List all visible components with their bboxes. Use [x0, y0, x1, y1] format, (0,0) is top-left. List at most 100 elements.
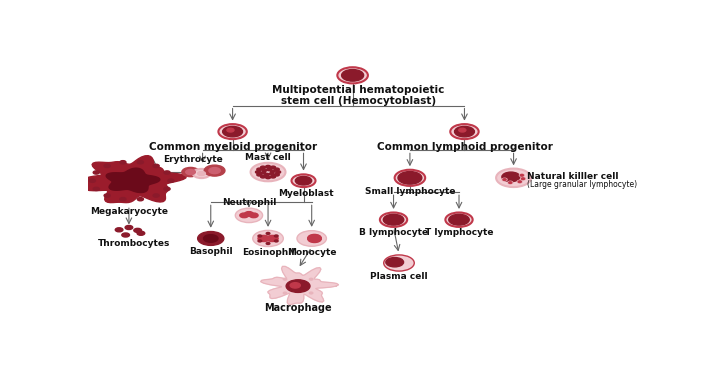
Circle shape: [137, 231, 145, 235]
Circle shape: [448, 214, 470, 225]
Text: Neutrophil: Neutrophil: [222, 198, 276, 207]
Circle shape: [258, 236, 270, 242]
Circle shape: [120, 198, 126, 201]
Polygon shape: [260, 266, 339, 305]
Circle shape: [502, 172, 520, 182]
Text: Macrophage: Macrophage: [264, 303, 332, 313]
Circle shape: [308, 236, 321, 243]
Circle shape: [383, 214, 404, 225]
Circle shape: [257, 173, 262, 176]
Circle shape: [260, 166, 265, 169]
Text: B lymphocyte: B lymphocyte: [359, 228, 428, 237]
Circle shape: [503, 179, 506, 180]
Circle shape: [240, 213, 249, 217]
Circle shape: [186, 170, 196, 175]
Circle shape: [104, 194, 111, 197]
Circle shape: [265, 165, 270, 168]
Circle shape: [267, 236, 278, 242]
Circle shape: [270, 170, 275, 172]
Circle shape: [93, 188, 99, 190]
Circle shape: [262, 169, 267, 171]
Circle shape: [275, 168, 279, 171]
Circle shape: [308, 235, 321, 242]
Circle shape: [386, 258, 403, 267]
Text: Multipotential hematopoietic
stem cell (Hemocytoblast): Multipotential hematopoietic stem cell (…: [272, 84, 444, 106]
Text: (Large granular lymphocyte): (Large granular lymphocyte): [527, 180, 637, 189]
Circle shape: [261, 172, 265, 174]
Circle shape: [459, 128, 466, 132]
Circle shape: [275, 173, 279, 176]
Circle shape: [257, 168, 262, 171]
Circle shape: [337, 67, 368, 83]
Circle shape: [297, 231, 327, 246]
Circle shape: [518, 181, 521, 183]
Circle shape: [291, 174, 315, 187]
Text: Myeloblast: Myeloblast: [278, 189, 334, 198]
Circle shape: [276, 171, 281, 173]
Circle shape: [283, 292, 287, 294]
Text: Common myeloid progenitor: Common myeloid progenitor: [149, 142, 317, 152]
Circle shape: [275, 235, 278, 237]
Circle shape: [153, 194, 159, 197]
Text: Small lymphocyte: Small lymphocyte: [365, 188, 455, 196]
Circle shape: [522, 178, 524, 180]
Circle shape: [267, 168, 272, 171]
Text: Monocyte: Monocyte: [287, 248, 337, 257]
Circle shape: [290, 283, 301, 288]
Circle shape: [249, 213, 258, 217]
Circle shape: [122, 233, 130, 237]
Circle shape: [256, 171, 260, 173]
Circle shape: [266, 243, 270, 244]
Circle shape: [270, 172, 274, 175]
Circle shape: [260, 176, 265, 178]
Circle shape: [270, 166, 275, 169]
Circle shape: [395, 170, 425, 186]
Circle shape: [308, 234, 321, 242]
Circle shape: [125, 225, 133, 230]
Circle shape: [446, 213, 472, 227]
Circle shape: [275, 240, 278, 242]
Circle shape: [266, 232, 270, 234]
Text: Basophil: Basophil: [189, 247, 232, 256]
Text: Plasma cell: Plasma cell: [370, 272, 428, 281]
Circle shape: [193, 169, 210, 178]
Circle shape: [137, 160, 144, 164]
Text: Natural killler cell: Natural killler cell: [527, 172, 619, 181]
Circle shape: [398, 171, 422, 184]
Circle shape: [283, 278, 287, 280]
Circle shape: [168, 179, 174, 182]
Circle shape: [204, 165, 225, 176]
Circle shape: [517, 180, 522, 183]
Polygon shape: [84, 156, 187, 203]
Circle shape: [265, 176, 270, 179]
Text: Common lymphoid progenitor: Common lymphoid progenitor: [377, 142, 553, 152]
Circle shape: [270, 176, 275, 178]
Circle shape: [341, 69, 363, 81]
Circle shape: [384, 255, 414, 271]
Circle shape: [115, 228, 123, 232]
Circle shape: [182, 167, 199, 177]
Circle shape: [455, 126, 474, 137]
Circle shape: [265, 173, 269, 176]
Circle shape: [203, 235, 218, 242]
Circle shape: [508, 181, 513, 184]
Circle shape: [153, 164, 159, 168]
Circle shape: [134, 228, 142, 232]
Circle shape: [218, 124, 247, 139]
Circle shape: [258, 240, 262, 242]
Circle shape: [309, 292, 313, 294]
Text: T lymphocyte: T lymphocyte: [425, 228, 494, 237]
Circle shape: [104, 164, 111, 168]
Circle shape: [502, 178, 507, 181]
Circle shape: [509, 182, 512, 183]
Circle shape: [244, 211, 253, 216]
Circle shape: [93, 171, 99, 174]
Circle shape: [209, 168, 220, 174]
Circle shape: [496, 169, 531, 187]
Circle shape: [520, 174, 524, 176]
Circle shape: [520, 177, 525, 180]
Circle shape: [253, 230, 283, 246]
Circle shape: [258, 235, 262, 237]
Circle shape: [286, 280, 310, 292]
Circle shape: [120, 160, 126, 164]
